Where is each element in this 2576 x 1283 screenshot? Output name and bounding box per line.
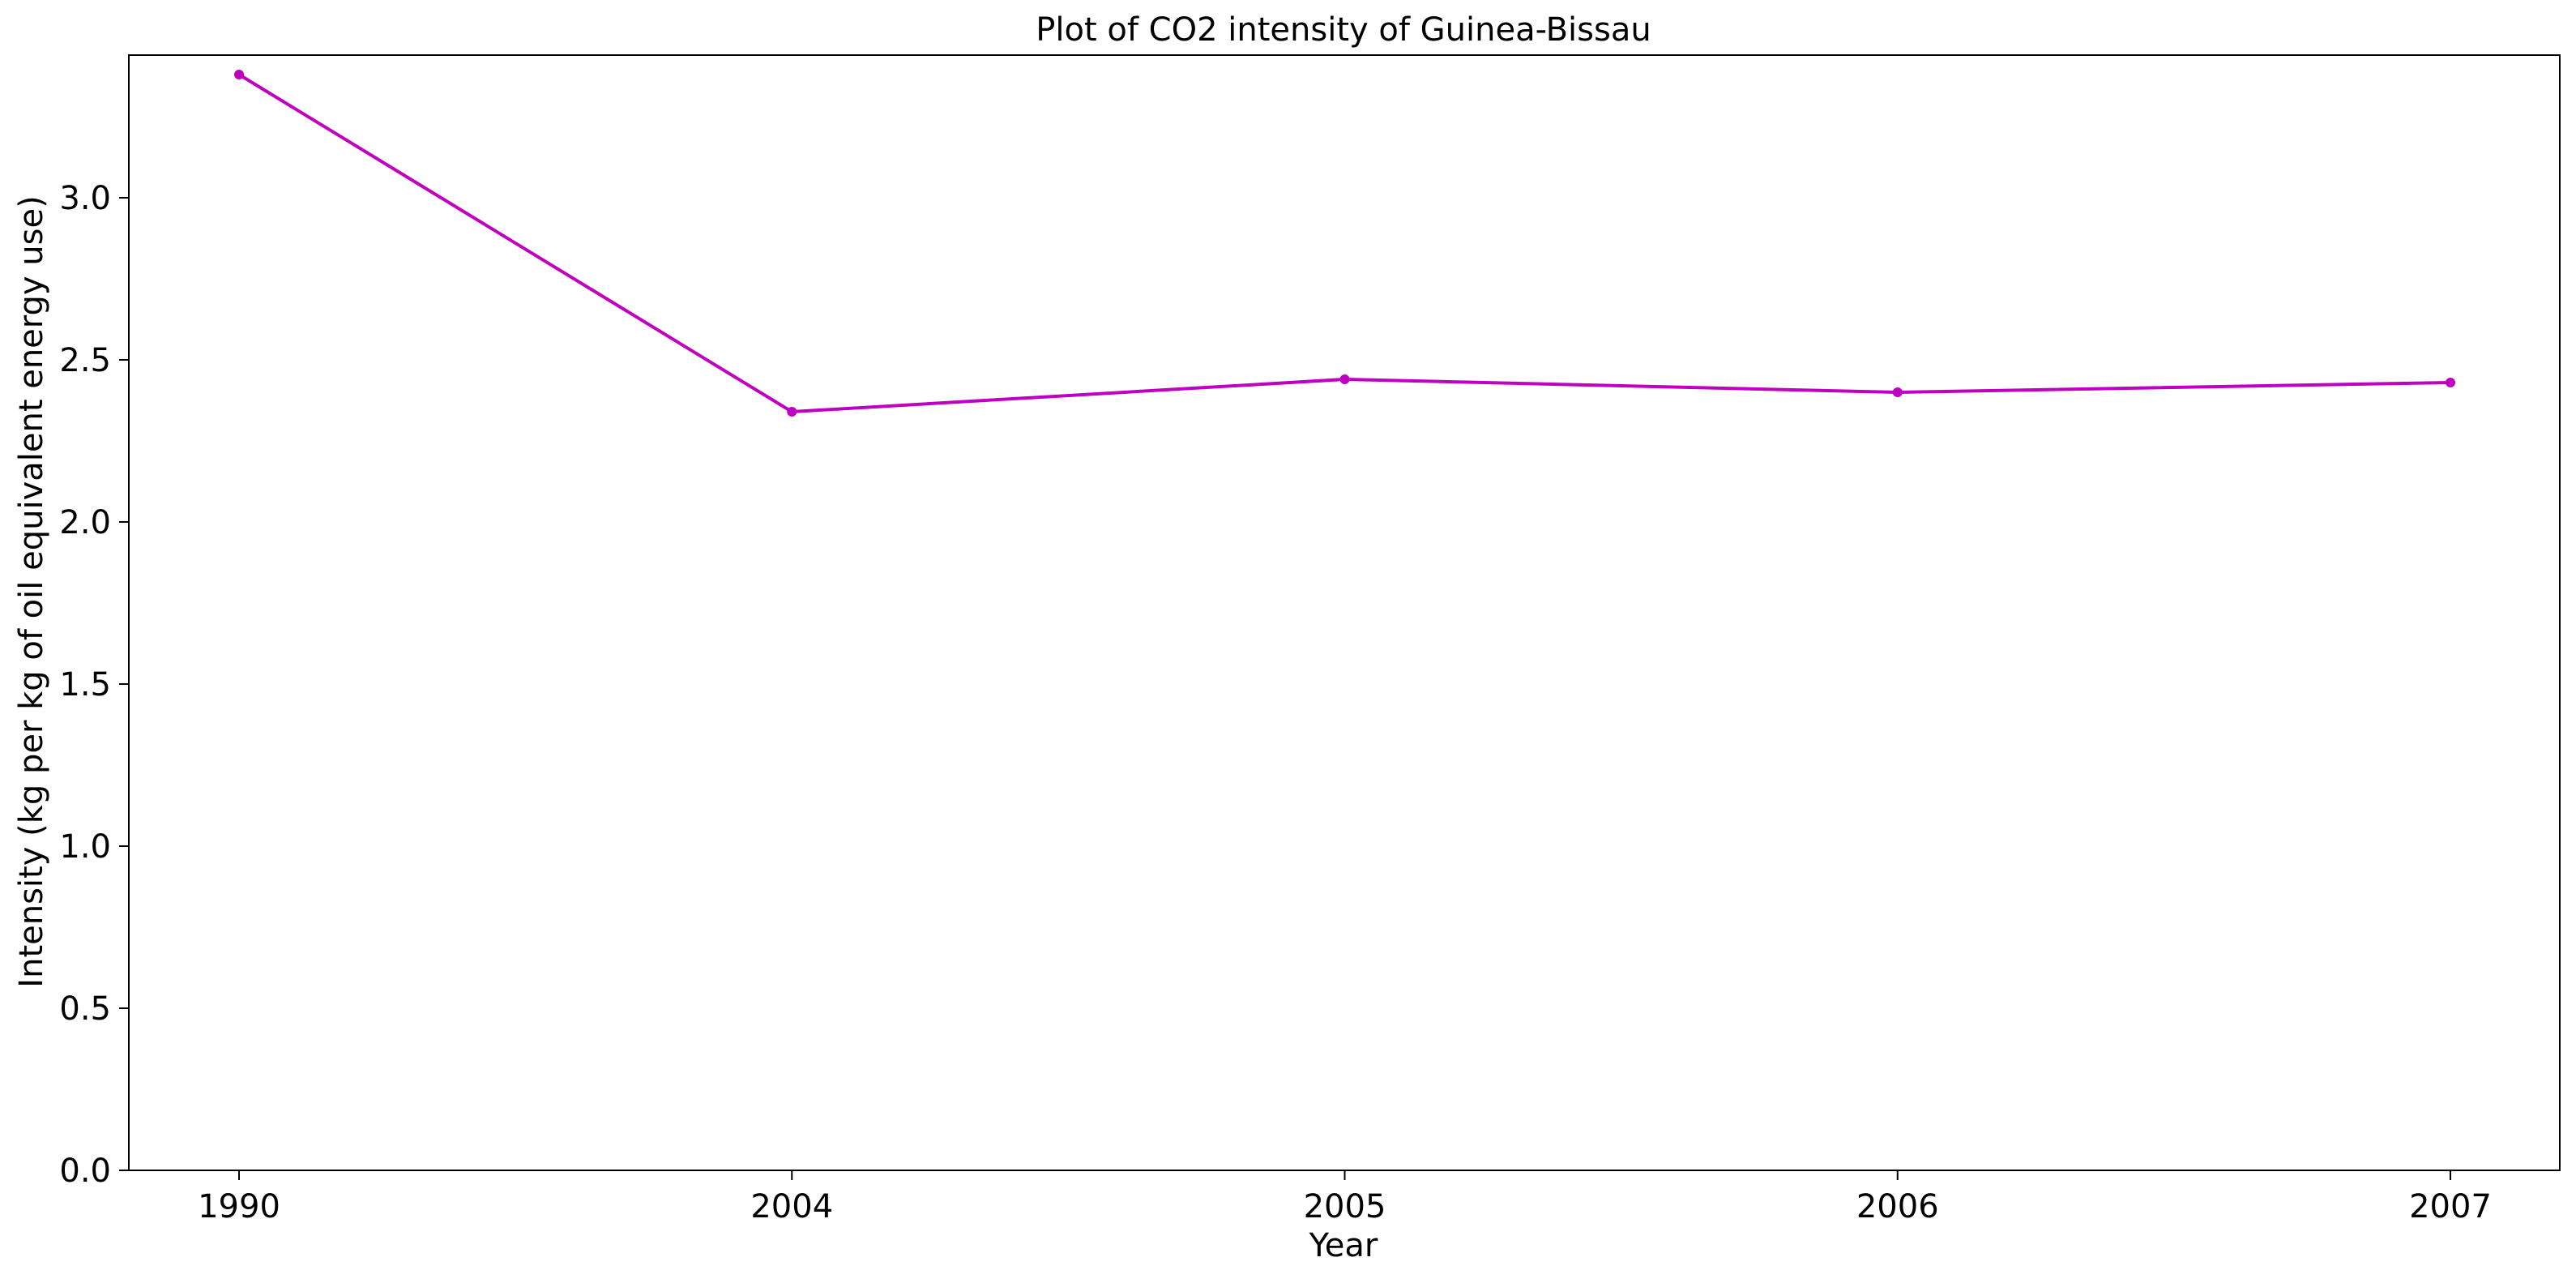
- x-tick-label: 2006: [1856, 1188, 1939, 1225]
- data-point: [234, 70, 244, 79]
- plot-frame: [128, 54, 2561, 1171]
- data-point: [1339, 374, 1350, 384]
- series-line: [237, 73, 2451, 413]
- x-tick-label: 2005: [1304, 1188, 1386, 1225]
- series-layer: [234, 70, 2455, 417]
- x-axis-label: Year: [1309, 1227, 1378, 1264]
- x-tick-label: 2007: [2409, 1188, 2492, 1225]
- y-axis: 0.0 0.5 1.0 1.5 2.0 2.5 3.0: [59, 180, 129, 1190]
- y-tick-label: 2.0: [59, 504, 111, 541]
- plot-area: [128, 54, 2561, 1171]
- chart-title: Plot of CO2 intensity of Guinea-Bissau: [1036, 11, 1651, 49]
- y-tick-label: 1.0: [59, 828, 111, 866]
- data-point: [1892, 387, 1903, 397]
- y-tick-label: 1.5: [59, 666, 111, 704]
- data-point: [2446, 378, 2455, 387]
- y-tick-label: 0.5: [59, 990, 111, 1028]
- y-tick-label: 3.0: [59, 180, 111, 217]
- y-axis-label: Intensity (kg per kg of oil equivalent e…: [13, 195, 50, 987]
- x-tick-label: 2004: [750, 1188, 833, 1225]
- y-tick-label: 0.0: [59, 1153, 111, 1190]
- y-tick-label: 2.5: [59, 342, 111, 379]
- data-point: [787, 407, 797, 417]
- x-tick-label: 1990: [198, 1188, 280, 1225]
- x-axis: 1990 2004 2005 2006 2007: [198, 1170, 2492, 1225]
